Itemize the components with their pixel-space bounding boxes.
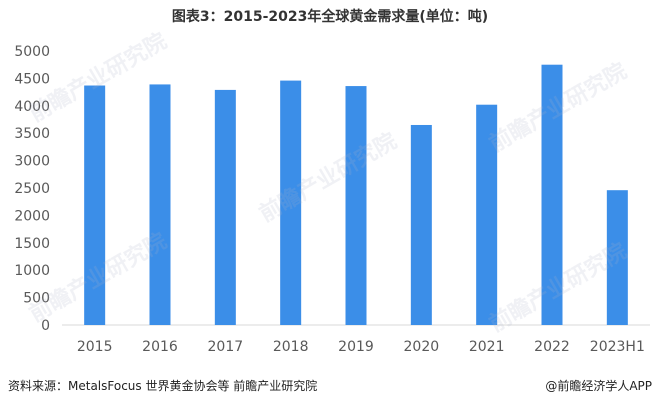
y-tick-label: 3000: [14, 154, 50, 170]
y-tick-label: 2000: [14, 208, 50, 224]
brand-credit: @前瞻经济学人APP: [545, 379, 652, 393]
chart-area: 0 500 1000 1500 2000 2500 3000 3500 4000 4500 5000…: [0, 36, 660, 366]
bar: [606, 190, 628, 325]
bar: [476, 104, 498, 325]
x-tick-label: 2017: [208, 339, 244, 355]
bar-chart: 0 500 1000 1500 2000 2500 3000 3500 4000 4500 5000…: [14, 44, 650, 355]
bar: [214, 89, 236, 325]
x-tick-label: 2023H1: [590, 339, 645, 355]
y-tick-label: 1000: [14, 263, 50, 279]
y-tick-label: 1500: [14, 236, 50, 252]
x-tick-label: 2019: [338, 339, 374, 355]
bar: [280, 80, 302, 325]
bar: [541, 64, 563, 325]
bar: [149, 84, 171, 325]
bar: [410, 124, 432, 325]
y-tick-label: 0: [41, 318, 50, 334]
y-tick-label: 5000: [14, 44, 50, 60]
x-tick-label: 2021: [469, 339, 505, 355]
source-note: 资料来源：MetalsFocus 世界黄金协会等 前瞻产业研究院: [8, 379, 318, 393]
x-tick-label: 2022: [534, 339, 570, 355]
x-tick-label: 2020: [404, 339, 440, 355]
y-tick-label: 500: [23, 291, 50, 307]
y-tick-label: 4000: [14, 99, 50, 115]
x-tick-label: 2016: [142, 339, 178, 355]
bar: [345, 86, 367, 326]
y-tick-label: 3500: [14, 126, 50, 142]
x-tick-label: 2018: [273, 339, 309, 355]
chart-title: 图表3：2015-2023年全球黄金需求量(单位：吨): [171, 9, 489, 25]
bar: [84, 85, 106, 325]
x-tick-label: 2015: [77, 339, 113, 355]
y-tick-label: 2500: [14, 181, 50, 197]
y-tick-label: 4500: [14, 71, 50, 87]
